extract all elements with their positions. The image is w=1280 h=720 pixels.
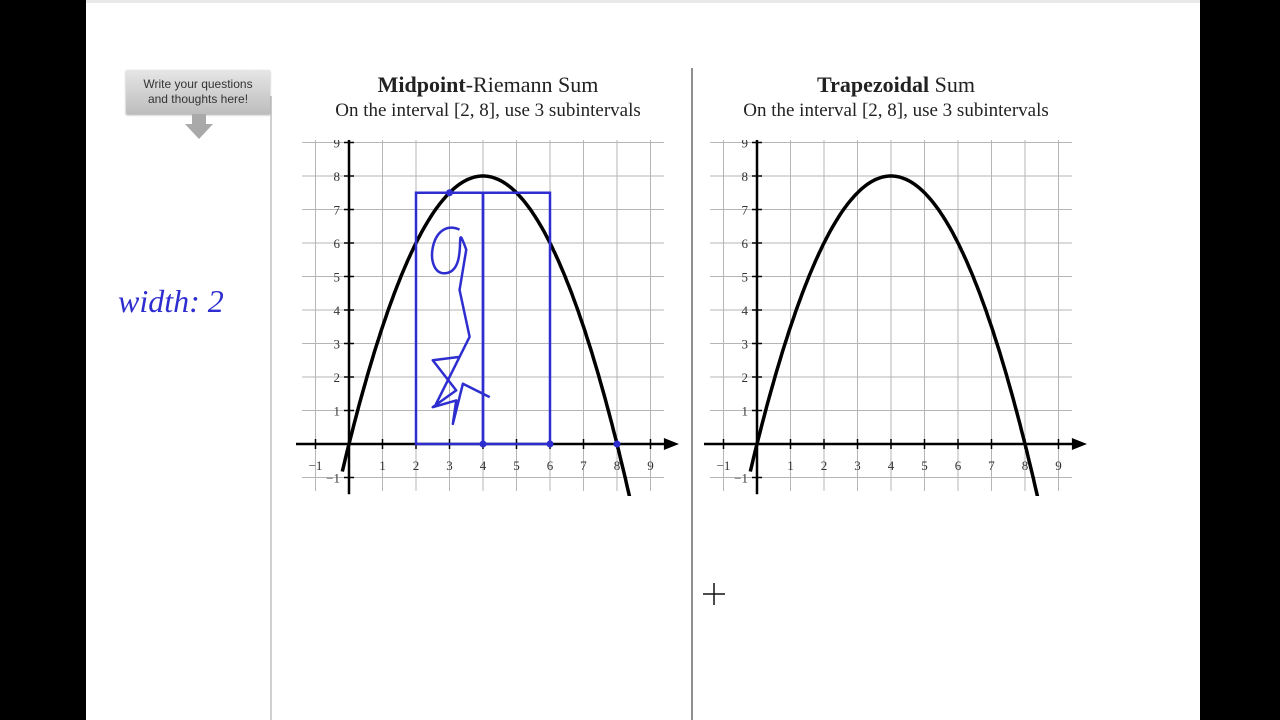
down-arrow-icon <box>185 114 213 139</box>
x-tick-label: 4 <box>888 458 895 473</box>
x-tick-label: 7 <box>580 458 587 473</box>
left-title-rest: -Riemann Sum <box>465 72 599 97</box>
right-panel-subtitle: On the interval [2, 8], use 3 subinterva… <box>743 100 1049 121</box>
x-tick-label: 8 <box>1022 458 1029 473</box>
parabola-curve <box>748 174 1040 496</box>
handwritten-width-note: width: 2 <box>118 283 224 319</box>
sidebar-divider <box>270 96 272 720</box>
x-tick-label: 2 <box>821 458 828 473</box>
right-title-bold: Trapezoidal <box>817 72 930 97</box>
panel-divider <box>691 68 693 720</box>
midpoint-rectangle <box>481 191 552 446</box>
y-tick-label: 4 <box>742 303 749 318</box>
x-tick-label: 8 <box>614 458 621 473</box>
x-tick-label: 9 <box>1055 458 1062 473</box>
x-axis-arrow-icon <box>663 438 679 450</box>
handwritten-note: width: 2 <box>118 283 224 319</box>
x-tick-label: 3 <box>854 458 861 473</box>
y-tick-label: 4 <box>334 303 341 318</box>
x-tick-label: −1 <box>717 458 731 473</box>
y-tick-label: 2 <box>334 370 341 385</box>
marked-point <box>446 189 453 197</box>
crosshair-cursor-icon <box>703 583 725 605</box>
x-tick-label: 1 <box>379 458 386 473</box>
y-tick-label: 6 <box>334 236 341 251</box>
x-tick-label: 4 <box>480 458 487 473</box>
left-title-bold: Midpoint <box>377 72 466 97</box>
marked-point <box>479 440 487 448</box>
y-tick-label: 7 <box>334 203 341 218</box>
x-tick-label: 5 <box>921 458 928 473</box>
x-tick-label: 1 <box>787 458 794 473</box>
midpoint-chart: −1 1 2 3 4 5 6 7 8 9 −1 1 2 3 4 5 6 7 8 9 <box>296 140 679 496</box>
questions-prompt-button[interactable]: Write your questions and thoughts here! <box>126 70 270 114</box>
y-tick-label: 8 <box>742 169 749 184</box>
y-tick-label: 7 <box>742 203 749 218</box>
x-tick-label: 3 <box>446 458 453 473</box>
y-tick-label: 5 <box>742 270 749 285</box>
left-panel-subtitle: On the interval [2, 8], use 3 subinterva… <box>335 100 641 121</box>
y-tick-label: 9 <box>742 140 749 151</box>
marked-point <box>613 440 621 448</box>
right-title-rest: Sum <box>929 72 975 97</box>
handwritten-scribble <box>430 226 491 426</box>
y-tick-label: 5 <box>334 270 341 285</box>
x-tick-label: 5 <box>513 458 520 473</box>
y-tick-label: 1 <box>334 404 341 419</box>
left-panel-title: Midpoint-Riemann Sum <box>298 72 678 98</box>
x-tick-label: −1 <box>309 458 323 473</box>
y-tick-label: 9 <box>334 140 341 151</box>
y-tick-label: 3 <box>742 337 749 352</box>
right-panel-title: Trapezoidal Sum <box>706 72 1086 98</box>
y-tick-label: 2 <box>742 370 749 385</box>
questions-prompt-label: Write your questions and thoughts here! <box>143 77 253 106</box>
parabola-curve <box>340 174 632 496</box>
x-tick-label: 7 <box>988 458 995 473</box>
x-tick-label: 6 <box>547 458 554 473</box>
marked-point <box>546 440 554 448</box>
y-tick-label: 3 <box>334 337 341 352</box>
y-tick-label: 8 <box>334 169 341 184</box>
trapezoidal-chart: −1 1 2 3 4 5 6 7 8 9 −1 1 2 3 4 5 6 7 8 9 <box>704 140 1087 496</box>
x-tick-label: 6 <box>955 458 962 473</box>
x-tick-label: 9 <box>647 458 654 473</box>
y-tick-label: 1 <box>742 404 749 419</box>
toolbar-strip <box>86 0 1200 3</box>
y-tick-label: 6 <box>742 236 749 251</box>
x-axis-arrow-icon <box>1071 438 1087 450</box>
y-tick-label: −1 <box>326 471 340 486</box>
x-tick-label: 2 <box>413 458 420 473</box>
y-tick-label: −1 <box>734 471 748 486</box>
